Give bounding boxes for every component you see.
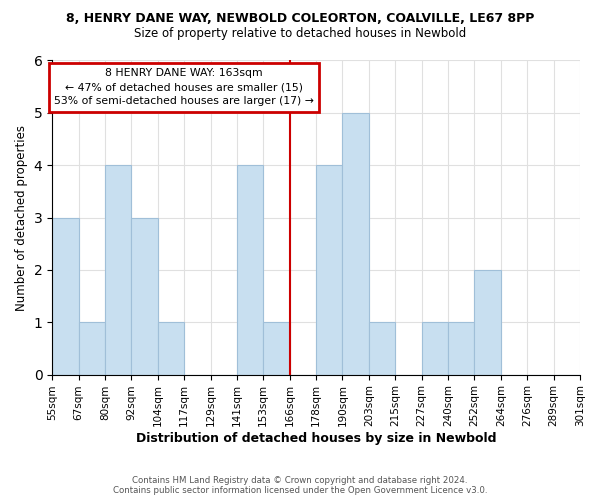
Bar [422, 322, 448, 374]
Bar [52, 218, 79, 374]
Text: 8, HENRY DANE WAY, NEWBOLD COLEORTON, COALVILLE, LE67 8PP: 8, HENRY DANE WAY, NEWBOLD COLEORTON, CO… [66, 12, 534, 26]
Bar [343, 113, 369, 374]
Bar [316, 165, 343, 374]
Text: Contains HM Land Registry data © Crown copyright and database right 2024.
Contai: Contains HM Land Registry data © Crown c… [113, 476, 487, 495]
Bar [448, 322, 475, 374]
Y-axis label: Number of detached properties: Number of detached properties [15, 124, 28, 310]
Bar [475, 270, 501, 374]
X-axis label: Distribution of detached houses by size in Newbold: Distribution of detached houses by size … [136, 432, 496, 445]
Bar [79, 322, 105, 374]
Bar [131, 218, 158, 374]
Bar [263, 322, 290, 374]
Bar [369, 322, 395, 374]
Bar [158, 322, 184, 374]
Bar [237, 165, 263, 374]
Text: Size of property relative to detached houses in Newbold: Size of property relative to detached ho… [134, 28, 466, 40]
Text: 8 HENRY DANE WAY: 163sqm
← 47% of detached houses are smaller (15)
53% of semi-d: 8 HENRY DANE WAY: 163sqm ← 47% of detach… [54, 68, 314, 106]
Bar [105, 165, 131, 374]
